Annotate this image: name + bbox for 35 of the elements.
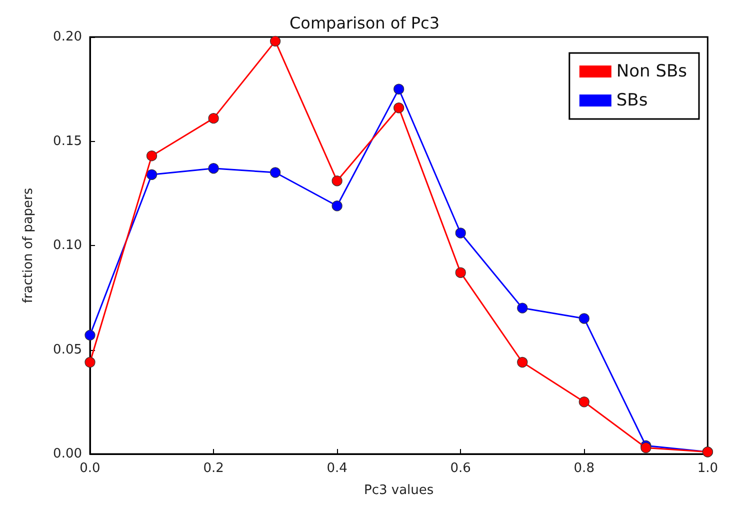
point (517, 356, 528, 368)
y-tick-label: 0.20 (53, 30, 82, 44)
x-tick-label: 0.4 (326, 461, 348, 476)
legend-label: SBs (616, 90, 648, 110)
x-tick-label: 0.0 (80, 461, 100, 476)
x-tick-label: 0.8 (574, 461, 594, 476)
x-tick-label: 1.0 (697, 461, 718, 476)
point (578, 396, 590, 408)
x-tick-label: 0.6 (450, 461, 471, 476)
point (146, 169, 158, 180)
point (578, 313, 590, 324)
legend-label: Non SBs (616, 62, 688, 82)
point (455, 228, 466, 238)
x-axis-title: Pc3 values (364, 483, 434, 498)
point (270, 36, 281, 46)
x-tick-label: 0.2 (203, 461, 224, 476)
point (517, 302, 528, 314)
point (455, 267, 466, 278)
point (394, 102, 404, 114)
y-tick-label: 0.15 (53, 134, 82, 149)
chart-title: Comparison of Pc3 (289, 14, 440, 32)
y-tick-label: 0.10 (53, 238, 82, 253)
point (332, 200, 342, 212)
y-axis-title: fraction of papers (21, 188, 36, 304)
point (394, 84, 404, 94)
point (208, 163, 219, 174)
point (332, 176, 342, 186)
point (84, 330, 96, 340)
y-tick-label: 0.00 (53, 446, 82, 462)
y-tick-label: 0.05 (53, 342, 82, 358)
point (270, 167, 281, 178)
point (208, 113, 219, 124)
point (640, 442, 652, 454)
point (146, 150, 158, 162)
point (84, 356, 96, 368)
